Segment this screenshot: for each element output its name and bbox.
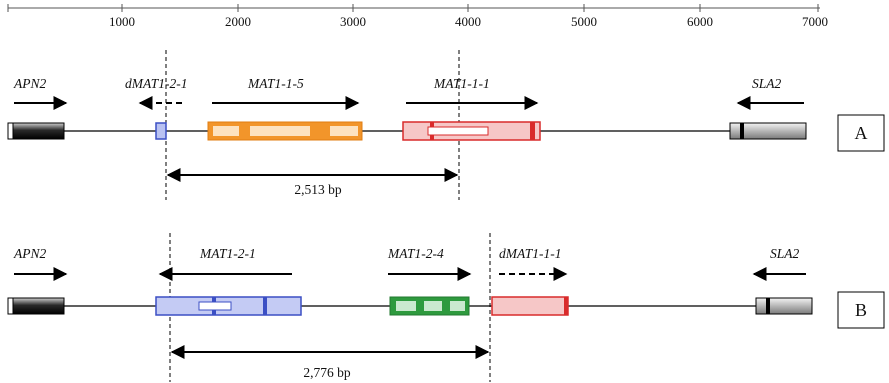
gene-apn2-a — [7, 122, 65, 140]
gene-mat1-1-5-a — [207, 121, 363, 141]
label-dmat1-2-1-a: dMAT1-2-1 — [125, 76, 188, 91]
label-mat1-2-4-b: MAT1-2-4 — [387, 246, 444, 261]
panel-label-b: B — [855, 300, 867, 320]
label-apn2-b: APN2 — [13, 246, 46, 261]
distance-label-b: 2,776 bp — [303, 365, 351, 380]
gene-mat1-1-1-a — [402, 121, 541, 141]
panel-label-a: A — [855, 123, 868, 143]
tick-5000: 5000 — [571, 14, 597, 29]
label-dmat1-1-1-b: dMAT1-1-1 — [499, 246, 562, 261]
tick-3000: 3000 — [340, 14, 366, 29]
gene-sla2-b — [755, 297, 813, 315]
panel-b: APN2 MAT1-2-1 MAT1-2-4 dMAT1-1-1 — [7, 233, 885, 382]
label-mat1-2-1-b: MAT1-2-1 — [199, 246, 256, 261]
gene-mat1-2-1-b — [155, 296, 302, 316]
tick-2000: 2000 — [225, 14, 251, 29]
gene-dmat1-2-1-a — [155, 122, 167, 140]
label-sla2-a: SLA2 — [752, 76, 782, 91]
scale-ticks — [7, 4, 819, 12]
panel-label-box-a — [837, 114, 885, 152]
gene-dmat1-1-1-b — [491, 296, 569, 316]
panel-a: APN2 dMAT1-2-1 MAT1-1-5 MAT1-1-1 SL — [7, 50, 885, 200]
gene-sla2-a — [729, 122, 807, 140]
label-mat1-1-5-a: MAT1-1-5 — [247, 76, 304, 91]
label-mat1-1-1-a: MAT1-1-1 — [433, 76, 490, 91]
tick-7000: 7000 — [802, 14, 828, 29]
tick-4000: 4000 — [455, 14, 481, 29]
gene-mat1-2-4-b — [389, 296, 470, 316]
panel-label-box-b — [837, 291, 885, 329]
tick-6000: 6000 — [687, 14, 713, 29]
gene-apn2-b — [7, 297, 65, 315]
tick-1000: 1000 — [109, 14, 135, 29]
label-sla2-b: SLA2 — [770, 246, 800, 261]
scale-bar: 1000 2000 3000 4000 5000 6000 7000 — [7, 4, 828, 29]
label-apn2-a: APN2 — [13, 76, 46, 91]
distance-label-a: 2,513 bp — [294, 182, 342, 197]
